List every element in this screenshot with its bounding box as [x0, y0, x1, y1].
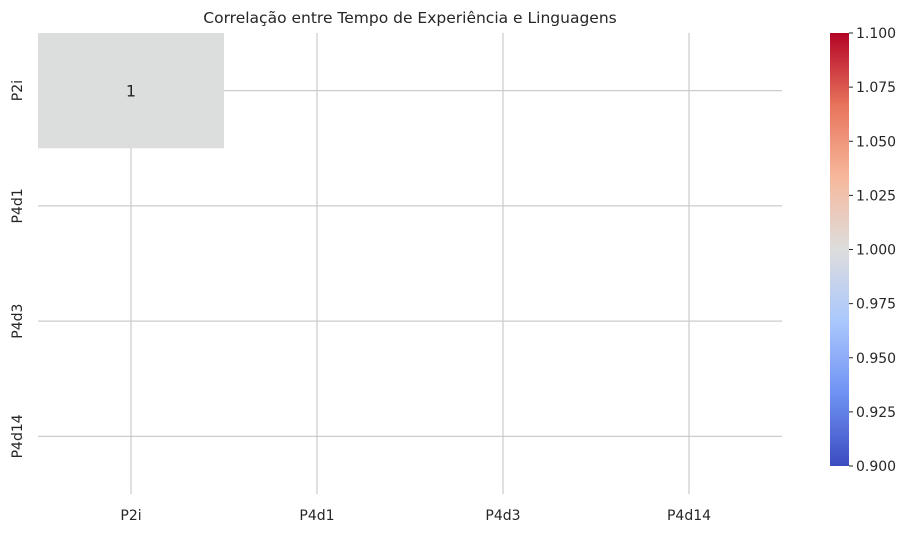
colorbar-tick-label: 1.050: [856, 134, 896, 150]
chart-title: Correlação entre Tempo de Experiência e …: [203, 9, 616, 27]
heatmap-annotations: 1: [126, 82, 136, 101]
cell-annotation: 1: [126, 82, 136, 101]
colorbar-tick-label: 0.925: [856, 405, 896, 421]
x-tick-label: P4d14: [667, 508, 711, 524]
x-axis-tick-labels: P2i P4d1 P4d3 P4d14: [120, 508, 711, 524]
y-tick-label: P4d14: [10, 414, 26, 458]
colorbar-tick-label: 1.000: [856, 243, 896, 259]
colorbar-tick-label: 0.900: [856, 459, 896, 475]
colorbar-tick-label: 1.025: [856, 188, 896, 204]
y-tick-label: P2i: [10, 80, 26, 101]
y-tick-label: P4d3: [10, 304, 26, 339]
colorbar-tick-labels: 0.900 0.925 0.950 0.975 1.000 1.025 1.050 1.075…: [849, 26, 896, 475]
colorbar-scale: [830, 33, 849, 466]
y-tick-label: P4d1: [10, 188, 26, 223]
y-axis-tick-labels: P2i P4d1 P4d3 P4d14: [10, 80, 26, 458]
x-tick-label: P4d3: [485, 508, 520, 524]
colorbar: 0.900 0.925 0.950 0.975 1.000 1.025 1.050 1.075…: [830, 26, 896, 475]
colorbar-tick-label: 0.975: [856, 297, 896, 313]
colorbar-tick-label: 1.100: [856, 26, 896, 42]
x-tick-label: P4d1: [299, 508, 334, 524]
x-tick-label: P2i: [120, 508, 141, 524]
colorbar-tick-label: 1.075: [856, 80, 896, 96]
heatmap-cell: [38, 33, 224, 149]
heatmap-cells: [38, 33, 224, 149]
colorbar-tick-label: 0.950: [856, 351, 896, 367]
